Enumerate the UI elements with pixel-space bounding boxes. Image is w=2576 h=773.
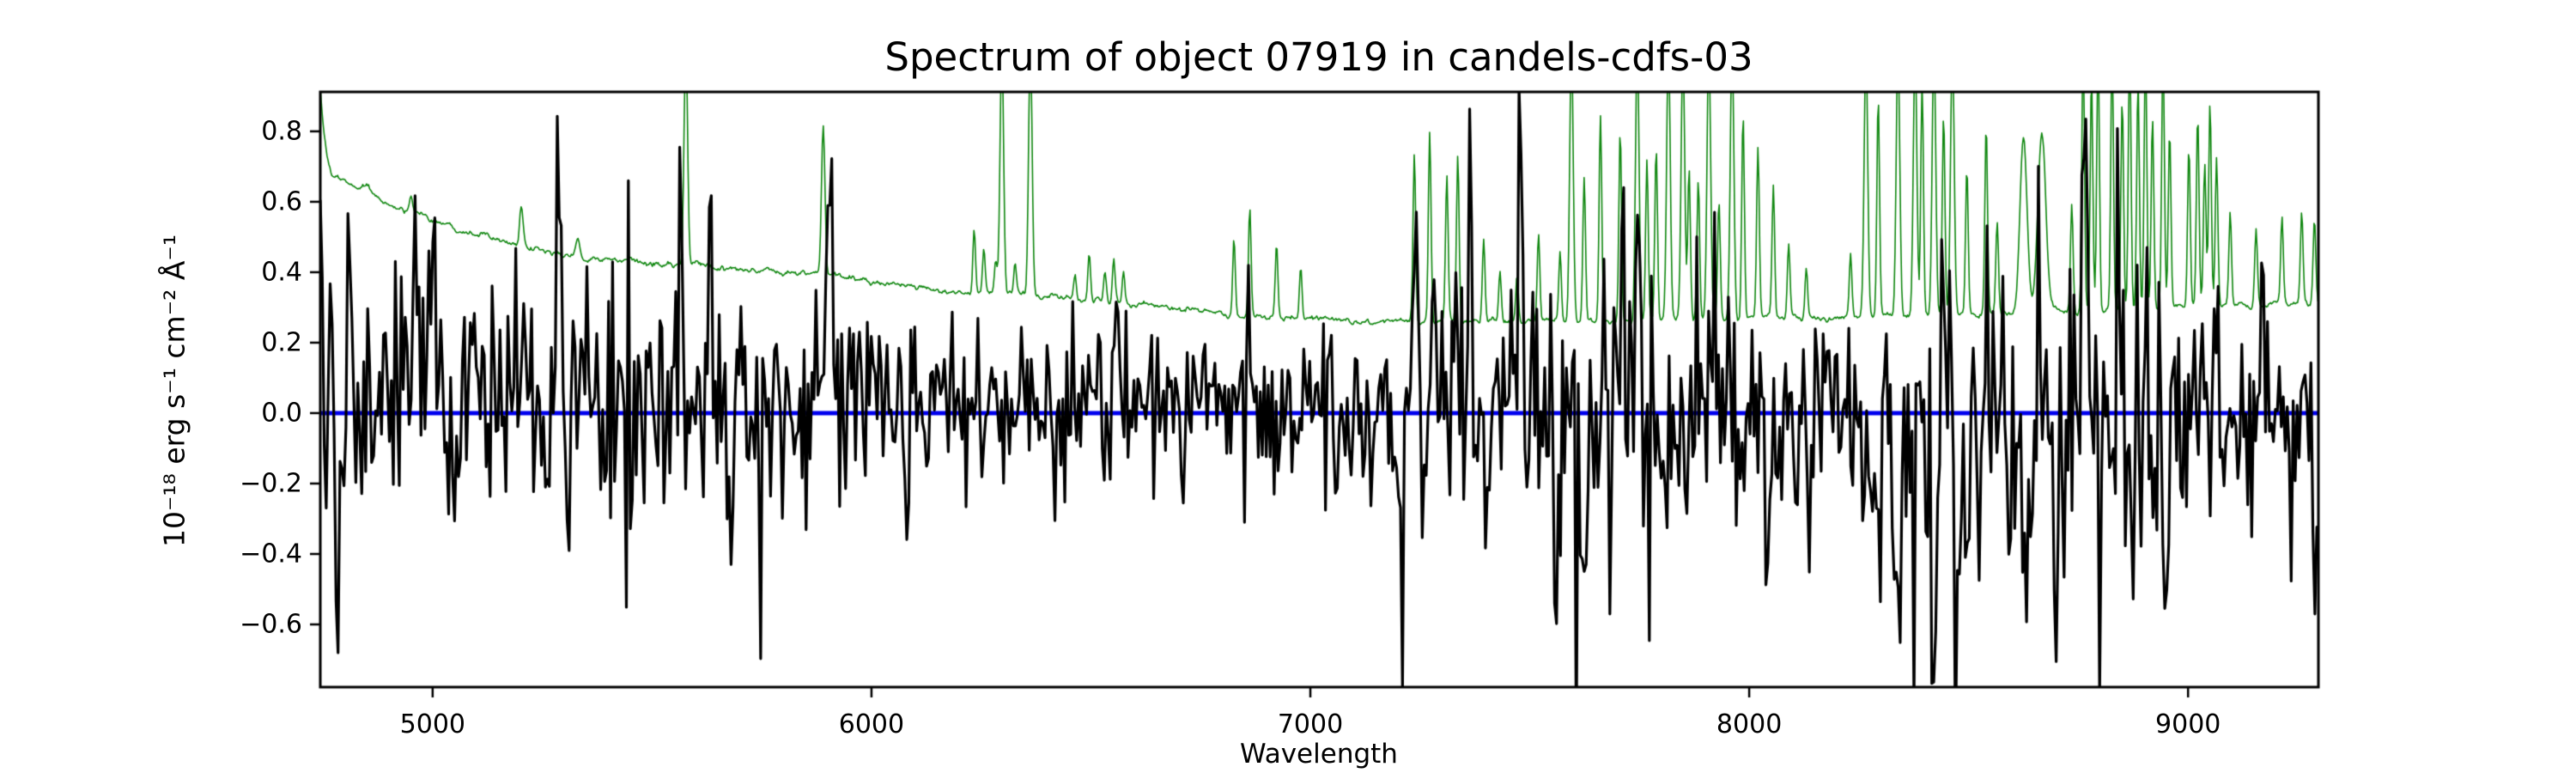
y-tick-label: −0.2 [240, 468, 302, 499]
x-tick-label: 7000 [1277, 709, 1344, 740]
y-tick-label: 0.2 [261, 327, 302, 358]
x-tick-label: 6000 [838, 709, 905, 740]
x-tick-label: 9000 [2155, 709, 2221, 740]
x-axis-label: Wavelength [1240, 739, 1398, 770]
plot-title: Spectrum of object 07919 in candels-cdfs… [884, 34, 1753, 80]
x-tick-label: 8000 [1716, 709, 1783, 740]
x-tick-label: 5000 [399, 709, 466, 740]
y-tick-label: 0.8 [261, 116, 302, 147]
y-tick-label: −0.4 [240, 539, 302, 569]
y-tick-label: 0.0 [261, 398, 302, 429]
y-tick-label: 0.4 [261, 257, 302, 288]
y-tick-label: 0.6 [261, 186, 302, 217]
y-tick-label: −0.6 [240, 609, 302, 640]
